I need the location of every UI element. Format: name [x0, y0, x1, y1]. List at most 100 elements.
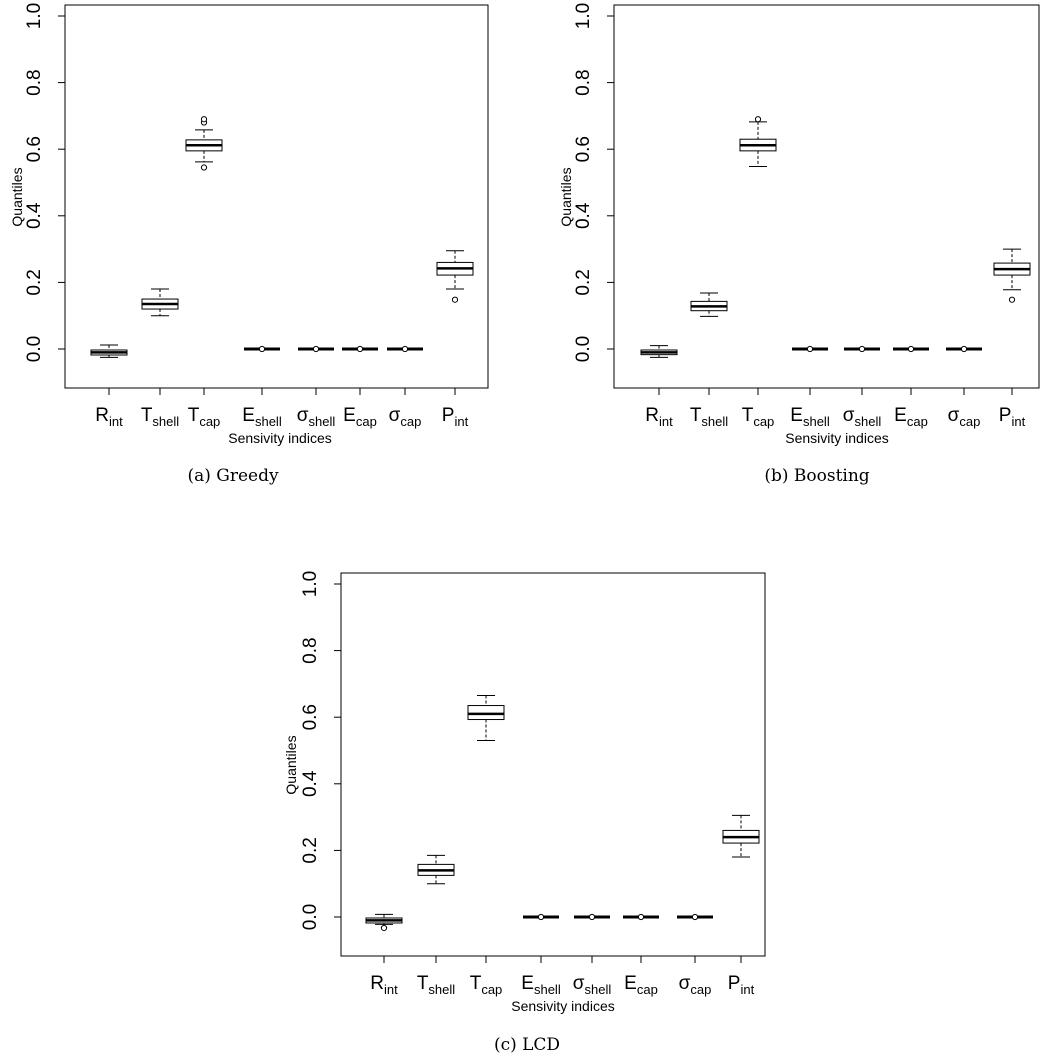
y-tick-label-a: 0.0 [24, 336, 45, 362]
box-c-E-cap [623, 913, 659, 921]
box-outlier [691, 913, 699, 921]
box-outlier [537, 913, 545, 921]
box-c-T-cap [467, 695, 505, 742]
box-a-E-shell [244, 345, 280, 353]
box-outlier [200, 116, 208, 123]
box-a-σ-cap [387, 345, 423, 353]
box-b-T-shell [690, 292, 728, 317]
x-tick-label-c: σcap [679, 973, 712, 997]
y-tick-label-b: 0.8 [573, 69, 594, 95]
box-c-E-shell [523, 913, 559, 921]
box-outlier [200, 164, 208, 171]
box-outlier [356, 345, 364, 353]
panel-a: Quantiles Sensivity indices (a) Greedy 0… [9, 3, 489, 486]
box-outlier [637, 913, 645, 921]
x-tick-label-a: Pint [442, 405, 469, 429]
y-tick-label-c: 1.0 [300, 571, 321, 597]
x-tick-label-a: Ecap [343, 405, 377, 429]
panel-caption-b: (b) Boosting [764, 466, 869, 486]
x-tick-label-c: Eshell [521, 973, 561, 997]
box-outlier [754, 116, 762, 123]
box-b-σ-shell [844, 345, 880, 353]
box-a-T-shell [141, 288, 179, 317]
box-b-σ-cap [946, 345, 982, 353]
box-a-R-int [90, 344, 128, 358]
box-c-T-shell [417, 854, 455, 885]
panel-caption-c: (c) LCD [494, 1035, 560, 1055]
box-outlier [858, 345, 866, 353]
y-axis-label-c: Quantiles [283, 735, 299, 794]
box-outlier [588, 913, 596, 921]
y-tick-label-b: 1.0 [573, 3, 594, 29]
y-tick-label-a: 0.4 [24, 202, 45, 229]
y-tick-label-c: 0.2 [300, 837, 321, 863]
panel-caption-a: (a) Greedy [187, 466, 279, 486]
y-tick-label-b: 0.0 [573, 336, 594, 362]
box-outlier [380, 924, 388, 932]
x-axis-label-a: Sensivity indices [228, 430, 332, 446]
box-a-P-int [436, 250, 474, 303]
x-tick-label-b: Tcap [742, 405, 775, 429]
box-outlier [907, 345, 915, 353]
x-tick-label-c: σshell [573, 973, 612, 997]
x-tick-label-a: σcap [389, 405, 422, 429]
box-b-E-cap [893, 345, 929, 353]
y-tick-label-c: 0.0 [300, 904, 321, 930]
x-tick-label-c: Tcap [470, 973, 503, 997]
y-tick-label-a: 1.0 [24, 3, 45, 29]
y-tick-label-b: 0.2 [573, 269, 594, 295]
box-outlier [451, 296, 459, 303]
y-tick-label-a: 0.2 [24, 269, 45, 295]
box-outlier [312, 345, 320, 353]
panel-c: Quantiles Sensivity indices (c) LCD 0.0 0… [283, 571, 766, 1055]
plot-frame-a [64, 4, 489, 389]
x-axis-label-b: Sensivity indices [785, 430, 889, 446]
box-a-E-cap [342, 345, 378, 353]
y-axis-label-b: Quantiles [558, 167, 574, 226]
x-tick-label-a: σshell [297, 405, 336, 429]
box-b-T-cap [739, 116, 777, 168]
x-axis-label-c: Sensivity indices [511, 998, 615, 1014]
box-c-σ-cap [677, 913, 713, 921]
x-tick-label-c: Pint [728, 973, 755, 997]
x-tick-label-b: Tshell [690, 405, 728, 429]
x-tick-label-b: Eshell [790, 405, 830, 429]
box-c-P-int [722, 814, 760, 858]
x-tick-label-b: σshell [843, 405, 882, 429]
x-tick-label-c: Ecap [624, 973, 658, 997]
box-b-R-int [640, 345, 678, 358]
box-a-T-cap [185, 116, 223, 171]
y-tick-label-c: 0.6 [300, 704, 321, 730]
y-tick-label-b: 0.4 [573, 202, 594, 229]
x-tick-label-a: Tshell [141, 405, 179, 429]
box-outlier [258, 345, 266, 353]
box-outlier [401, 345, 409, 353]
x-tick-label-b: Ecap [894, 405, 928, 429]
y-tick-label-b: 0.6 [573, 136, 594, 162]
box-outlier [960, 345, 968, 353]
x-tick-label-c: Tshell [417, 973, 455, 997]
x-tick-label-a: Rint [95, 405, 123, 429]
panel-b: Quantiles Sensivity indices (b) Boosting… [558, 3, 1040, 486]
plot-frame-c [340, 572, 766, 957]
box-c-R-int [365, 913, 403, 932]
box-iqr [467, 705, 505, 721]
x-tick-label-b: σcap [948, 405, 981, 429]
x-tick-label-a: Tcap [188, 405, 221, 429]
y-tick-label-c: 0.4 [300, 770, 321, 797]
box-outlier [1008, 296, 1016, 303]
box-b-E-shell [792, 345, 828, 353]
y-tick-label-a: 0.8 [24, 69, 45, 95]
x-tick-label-b: Pint [999, 405, 1026, 429]
y-tick-label-c: 0.8 [300, 637, 321, 663]
x-tick-label-b: Rint [645, 405, 673, 429]
box-b-P-int [993, 248, 1031, 303]
box-c-σ-shell [574, 913, 610, 921]
box-a-σ-shell [298, 345, 334, 353]
plot-frame-b [613, 4, 1040, 389]
x-tick-label-c: Rint [370, 973, 398, 997]
y-axis-label-a: Quantiles [9, 167, 25, 226]
box-outlier [806, 345, 814, 353]
y-tick-label-a: 0.6 [24, 136, 45, 162]
